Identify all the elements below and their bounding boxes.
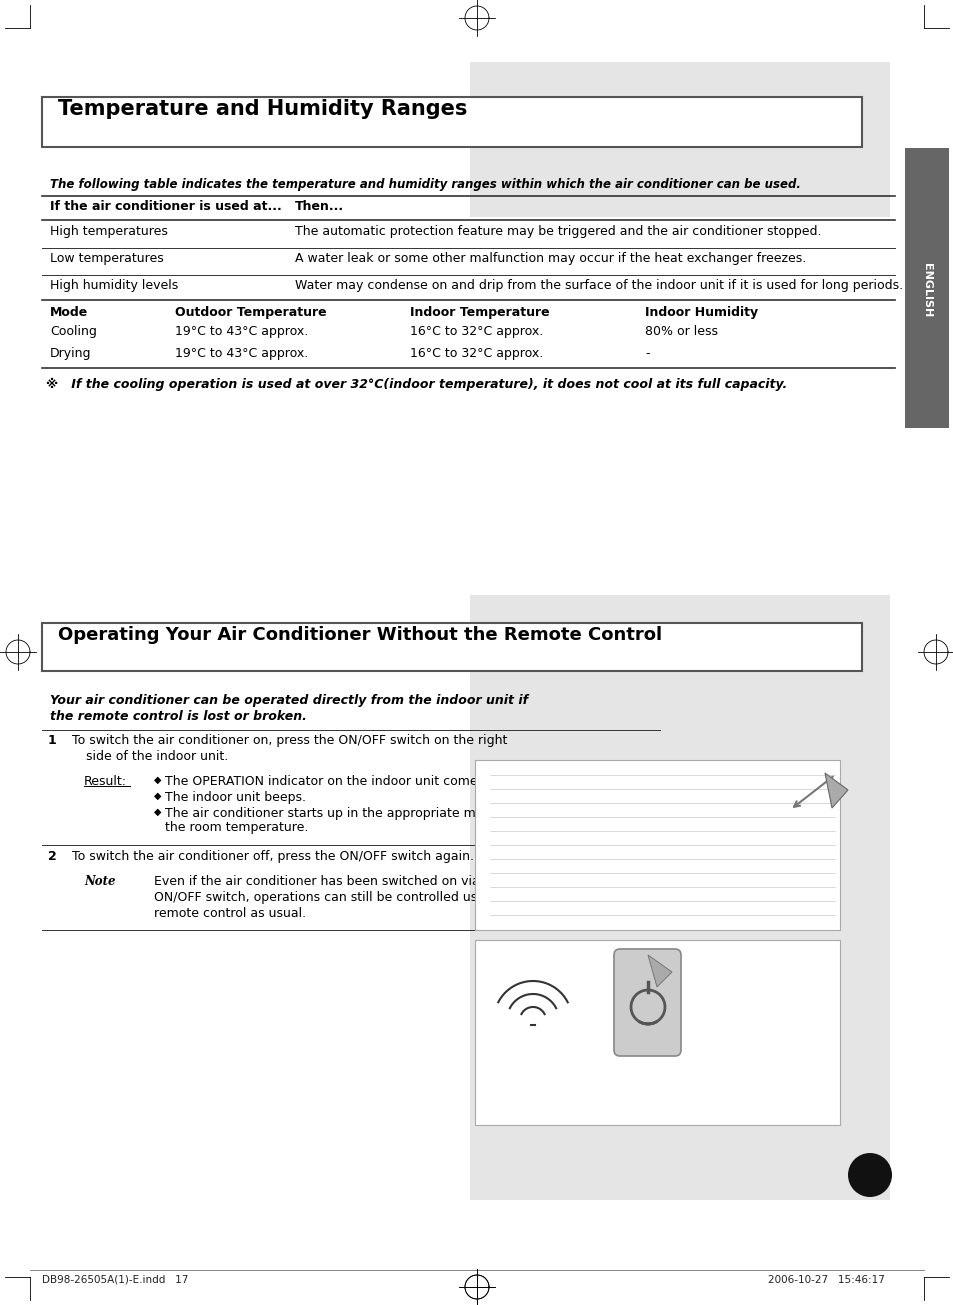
Text: Indoor Temperature: Indoor Temperature	[410, 305, 549, 318]
Text: ※   If the cooling operation is used at over 32°C(indoor temperature), it does n: ※ If the cooling operation is used at ov…	[46, 378, 786, 392]
Text: ◆: ◆	[153, 791, 161, 801]
Text: Mode: Mode	[50, 305, 89, 318]
Text: ◆: ◆	[153, 806, 161, 817]
Text: A water leak or some other malfunction may occur if the heat exchanger freezes.: A water leak or some other malfunction m…	[294, 252, 805, 265]
Bar	[475, 760, 840, 930]
Text: 16°C to 32°C approx.: 16°C to 32°C approx.	[410, 347, 542, 360]
Text: Drying: Drying	[50, 347, 91, 360]
Text: E-17: E-17	[855, 1171, 882, 1180]
Text: If the air conditioner is used at...: If the air conditioner is used at...	[50, 200, 281, 213]
Bar	[475, 940, 840, 1125]
Text: 80% or less: 80% or less	[644, 325, 718, 338]
Text: the room temperature.: the room temperature.	[165, 821, 308, 834]
Bar	[470, 770, 889, 1201]
Bar	[470, 595, 889, 770]
Text: ◆: ◆	[153, 775, 161, 786]
Text: 1: 1	[48, 733, 56, 746]
Text: High humidity levels: High humidity levels	[50, 279, 178, 292]
Text: 19°C to 43°C approx.: 19°C to 43°C approx.	[174, 325, 308, 338]
Text: Temperature and Humidity Ranges: Temperature and Humidity Ranges	[58, 99, 467, 119]
Text: The automatic protection feature may be triggered and the air conditioner stoppe: The automatic protection feature may be …	[294, 224, 821, 238]
Text: The OPERATION indicator on the indoor unit comes on.: The OPERATION indicator on the indoor un…	[165, 775, 507, 788]
Text: 19°C to 43°C approx.: 19°C to 43°C approx.	[174, 347, 308, 360]
Text: Result:: Result:	[84, 775, 127, 788]
Text: 2: 2	[48, 850, 56, 863]
Text: High temperatures: High temperatures	[50, 224, 168, 238]
FancyBboxPatch shape	[614, 949, 680, 1056]
Text: Indoor Humidity: Indoor Humidity	[644, 305, 758, 318]
Text: 2006-10-27   15:46:17: 2006-10-27 15:46:17	[767, 1275, 884, 1285]
Text: Cooling: Cooling	[50, 325, 97, 338]
Text: ON/OFF switch, operations can still be controlled using the: ON/OFF switch, operations can still be c…	[153, 891, 520, 904]
Text: side of the indoor unit.: side of the indoor unit.	[86, 750, 228, 763]
Text: DB98-26505A(1)-E.indd   17: DB98-26505A(1)-E.indd 17	[42, 1275, 188, 1285]
Text: Note: Note	[84, 874, 115, 887]
Text: ENGLISH: ENGLISH	[921, 262, 931, 317]
Bar	[42, 622, 862, 671]
Text: Then...: Then...	[294, 200, 344, 213]
Bar	[42, 97, 862, 147]
Text: Your air conditioner can be operated directly from the indoor unit if: Your air conditioner can be operated dir…	[50, 694, 528, 707]
Text: Operating Your Air Conditioner Without the Remote Control: Operating Your Air Conditioner Without t…	[58, 626, 661, 643]
Text: 16°C to 32°C approx.: 16°C to 32°C approx.	[410, 325, 542, 338]
Polygon shape	[824, 773, 847, 808]
Text: Even if the air conditioner has been switched on via the: Even if the air conditioner has been swi…	[153, 874, 504, 887]
Polygon shape	[647, 955, 671, 987]
Text: The indoor unit beeps.: The indoor unit beeps.	[165, 791, 306, 804]
Text: The air conditioner starts up in the appropriate mode for: The air conditioner starts up in the app…	[165, 806, 519, 820]
Text: Low temperatures: Low temperatures	[50, 252, 164, 265]
Text: remote control as usual.: remote control as usual.	[153, 907, 306, 920]
Text: To switch the air conditioner on, press the ON/OFF switch on the right: To switch the air conditioner on, press …	[71, 733, 507, 746]
Text: The following table indicates the temperature and humidity ranges within which t: The following table indicates the temper…	[50, 177, 800, 191]
Bar	[470, 63, 889, 217]
Bar	[904, 147, 948, 428]
Text: Outdoor Temperature: Outdoor Temperature	[174, 305, 326, 318]
Text: -: -	[644, 347, 649, 360]
Text: the remote control is lost or broken.: the remote control is lost or broken.	[50, 710, 307, 723]
Text: Water may condense on and drip from the surface of the indoor unit if it is used: Water may condense on and drip from the …	[294, 279, 902, 292]
Text: To switch the air conditioner off, press the ON/OFF switch again.: To switch the air conditioner off, press…	[71, 850, 474, 863]
Circle shape	[847, 1154, 891, 1197]
